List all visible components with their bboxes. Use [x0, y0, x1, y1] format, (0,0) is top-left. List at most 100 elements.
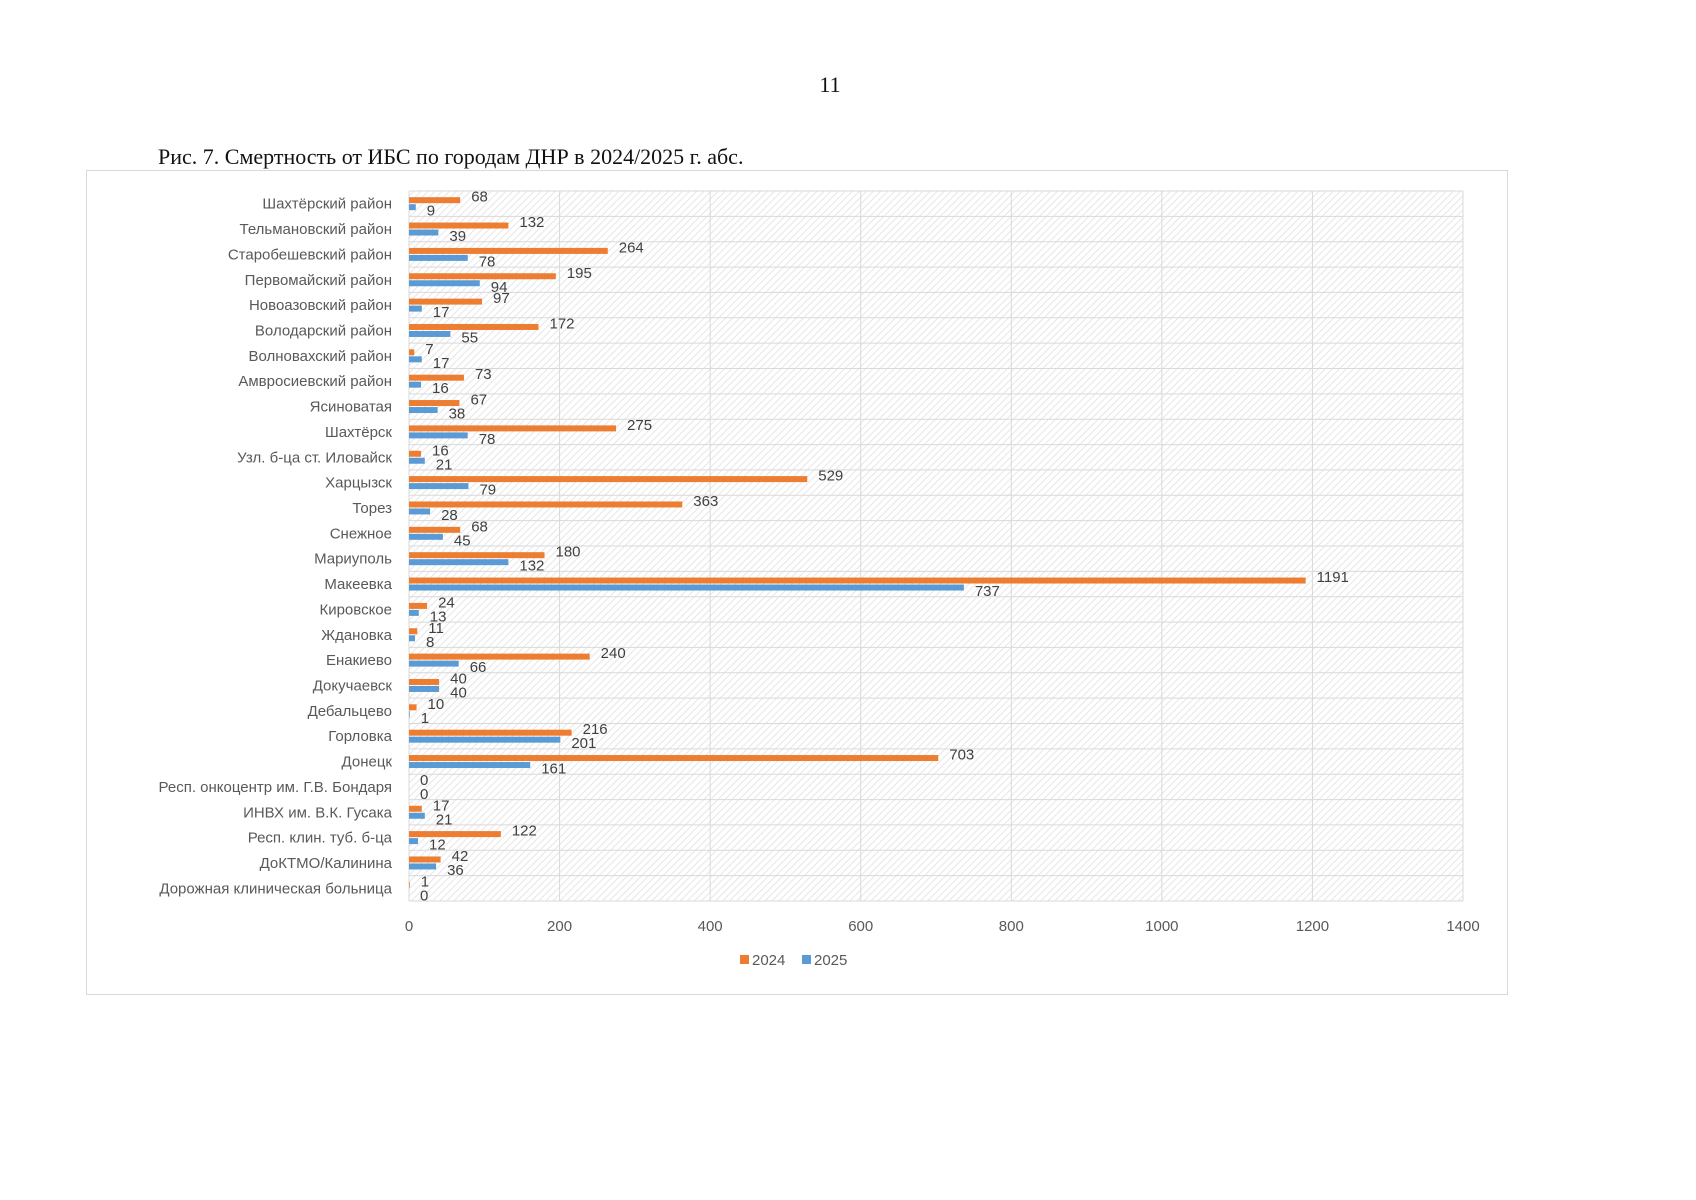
x-tick-label: 200 — [547, 918, 572, 935]
category-label: Первомайский район — [245, 272, 392, 289]
data-label-2024: 97 — [493, 290, 510, 307]
data-label-2025: 55 — [461, 329, 478, 346]
data-label-2025: 79 — [479, 482, 496, 499]
x-tick-label: 600 — [848, 918, 873, 935]
data-label-2025: 9 — [427, 203, 435, 220]
legend: 2024 2025 — [740, 952, 847, 969]
data-label-2025: 13 — [430, 608, 447, 625]
legend-label-2024: 2024 — [752, 952, 785, 969]
data-label-2025: 0 — [420, 887, 428, 904]
category-label: Горловка — [328, 728, 392, 745]
bar-2025 — [409, 838, 419, 845]
data-label-2024: 11 — [428, 620, 444, 637]
bar-2024 — [409, 247, 608, 254]
x-tick-label: 1000 — [1145, 918, 1178, 935]
category-label: Ждановка — [321, 627, 392, 644]
data-label-2024: 0 — [420, 772, 428, 789]
data-label-2025: 45 — [454, 532, 471, 549]
bar-2024 — [409, 628, 418, 635]
bar-2025 — [409, 660, 459, 667]
bar-2025 — [409, 381, 422, 388]
data-label-2024: 264 — [619, 239, 644, 256]
data-label-2024: 24 — [438, 594, 455, 611]
data-label-2024: 42 — [452, 848, 469, 865]
data-label-2025: 737 — [975, 583, 1000, 600]
bar-2024 — [409, 678, 440, 685]
data-label-2024: 67 — [470, 392, 487, 409]
bar-2025 — [409, 356, 422, 363]
data-label-2025: 78 — [479, 253, 496, 270]
bar-2025 — [409, 863, 437, 870]
bar-2025 — [409, 305, 422, 312]
data-label-2025: 161 — [541, 761, 566, 778]
category-label: Торез — [352, 500, 392, 517]
bar-2025 — [409, 254, 468, 261]
category-label: Дебальцево — [308, 703, 392, 720]
data-label-2025: 12 — [429, 837, 446, 854]
x-tick-label: 800 — [999, 918, 1024, 935]
data-label-2024: 363 — [693, 493, 718, 510]
legend-swatch-2024 — [740, 955, 749, 964]
bar-2025 — [409, 533, 443, 540]
category-label: Амвросиевский район — [238, 373, 392, 390]
data-label-2025: 21 — [436, 811, 453, 828]
category-labels: Шахтёрский район Тельмановский район Старо… — [159, 196, 393, 898]
data-label-2024: 172 — [549, 315, 574, 332]
data-label-2024: 1191 — [1317, 569, 1349, 586]
category-label: Старобешевский район — [228, 246, 392, 263]
data-label-2025: 17 — [433, 304, 450, 321]
category-label: Кировское — [319, 601, 392, 618]
data-label-2024: 16 — [432, 442, 449, 459]
x-tick-label: 400 — [698, 918, 723, 935]
bar-2024 — [409, 552, 545, 559]
data-label-2025: 201 — [571, 735, 596, 752]
category-label: Новоазовский район — [249, 297, 392, 314]
bar-2024 — [409, 476, 808, 483]
data-label-2024: 180 — [556, 544, 581, 561]
figure-caption: Рис. 7. Смертность от ИБС по городам ДНР… — [158, 144, 744, 169]
bar-2025 — [409, 736, 561, 743]
data-label-2025: 132 — [519, 558, 544, 575]
bar-2024 — [409, 222, 509, 229]
category-label: Снежное — [330, 525, 392, 542]
x-tick-label: 1200 — [1296, 918, 1329, 935]
data-label-2025: 17 — [433, 355, 450, 372]
bar-2024 — [409, 653, 590, 660]
data-label-2024: 195 — [567, 265, 592, 282]
bar-2024 — [409, 374, 464, 381]
bar-2025 — [409, 407, 438, 414]
category-label: Ясиноватая — [310, 399, 392, 416]
bar-2024 — [409, 323, 539, 330]
data-label-2025: 1 — [421, 710, 429, 727]
data-label-2024: 73 — [475, 366, 492, 383]
data-label-2025: 66 — [470, 659, 487, 676]
data-label-2024: 529 — [818, 468, 843, 485]
data-label-2024: 240 — [601, 645, 626, 662]
data-label-2025: 78 — [479, 431, 496, 448]
data-label-2024: 216 — [583, 721, 608, 738]
data-label-2024: 7 — [425, 341, 433, 358]
category-label: Донецк — [342, 754, 393, 771]
bar-2024 — [409, 881, 410, 888]
data-label-2024: 275 — [627, 417, 652, 434]
x-tick-label: 0 — [405, 918, 413, 935]
bar-2025 — [409, 685, 440, 692]
bar-2025 — [409, 762, 531, 769]
data-label-2024: 17 — [433, 797, 450, 814]
x-axis-ticks: 0 200 400 600 800 1000 1200 1400 — [405, 918, 1480, 935]
bar-2025 — [409, 483, 469, 490]
data-label-2024: 68 — [471, 518, 488, 535]
data-label-2024: 703 — [949, 747, 974, 764]
bar-2025 — [409, 711, 410, 718]
bar-2025 — [409, 280, 480, 287]
bar-chart: Шахтёрский район Тельмановский район Старо… — [159, 189, 1480, 969]
page-number: 11 — [819, 72, 841, 97]
category-label: Респ. клин. туб. б-ца — [248, 830, 393, 847]
data-label-2025: 0 — [420, 786, 428, 803]
category-label: Респ. онкоцентр им. Г.В. Бондаря — [159, 779, 392, 796]
category-label: Харцызск — [325, 475, 392, 492]
category-label: Докучаевск — [313, 677, 393, 694]
category-label: Шахтёрский район — [262, 196, 392, 213]
bar-2025 — [409, 330, 451, 337]
data-label-2025: 38 — [449, 406, 466, 423]
